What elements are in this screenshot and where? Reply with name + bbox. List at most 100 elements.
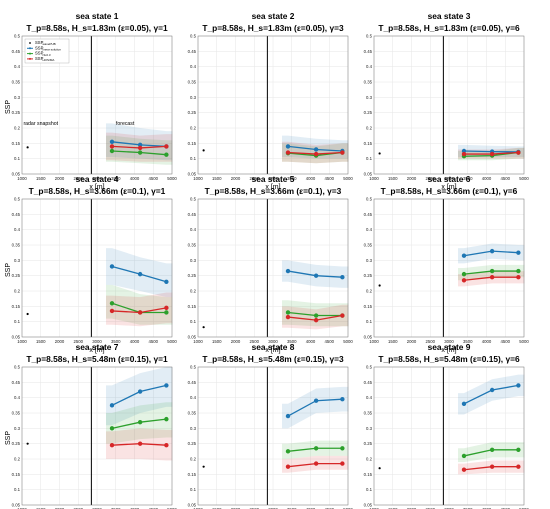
uncertainty-band: [458, 243, 525, 264]
data-point: [285, 144, 291, 149]
uncertainty-band: [282, 300, 349, 327]
y-tick-label: 0.3: [366, 426, 373, 431]
legend-marker: [29, 47, 31, 50]
uncertainty-band: [106, 292, 173, 327]
x-tick-label: 4000: [306, 507, 316, 509]
x-tick-label: 2000: [231, 176, 241, 181]
y-tick-label: 0.4: [190, 64, 197, 69]
data-point: [137, 271, 143, 277]
y-tick-label: 0.4: [366, 227, 373, 232]
y-tick-label: 0.45: [188, 212, 197, 217]
x-tick-label: 3000: [92, 339, 102, 344]
chart-subtitle: T_p=8.58s, H_s=1.83m (ε=0.05), γ=3: [202, 23, 344, 33]
data-point: [285, 150, 291, 155]
y-tick-label: 0.15: [364, 304, 373, 309]
data-point: [516, 275, 521, 280]
x-tick-label: 1000: [193, 507, 203, 509]
y-tick-label: 0.25: [188, 110, 197, 115]
x-tick-label: 1000: [369, 339, 379, 344]
x-tick-label: 1500: [36, 507, 46, 509]
x-tick-label: 2500: [249, 176, 259, 181]
x-axis-label: x [m]: [265, 184, 280, 191]
data-point: [516, 150, 521, 155]
snapshot-point: [26, 312, 29, 316]
data-point: [461, 151, 467, 157]
chart-subtitle: T_p=8.58s, H_s=5.48m (ε=0.15), γ=3: [202, 354, 344, 364]
y-tick-label: 0.3: [14, 258, 21, 263]
y-tick-label: 0.2: [14, 457, 21, 462]
y-tick-label: 0.2: [190, 289, 197, 294]
x-tick-label: 1000: [17, 507, 27, 509]
data-point: [285, 449, 291, 454]
x-tick-label: 3500: [111, 507, 121, 509]
y-tick-label: 0.25: [364, 273, 373, 278]
x-tick-label: 1500: [212, 507, 222, 509]
x-tick-label: 2500: [249, 507, 259, 509]
x-tick-label: 3500: [463, 339, 473, 344]
chart-title: sea state 3: [428, 11, 471, 21]
x-tick-label: 4500: [148, 339, 158, 344]
y-tick-label: 0.2: [190, 126, 197, 131]
data-point: [313, 461, 319, 466]
y-tick-label: 0.2: [14, 126, 21, 131]
data-point: [340, 461, 345, 466]
x-tick-label: 2000: [55, 176, 65, 181]
chart-panel-1: sea state 1 T_p=8.58s, H_s=1.83m (ε=0.05)…: [5, 11, 177, 191]
legend-marker: [29, 52, 31, 55]
y-tick-label: 0.05: [364, 503, 373, 508]
x-tick-label: 4500: [324, 507, 334, 509]
snapshot-point: [202, 149, 205, 152]
data-point: [489, 248, 495, 254]
plot-frame: [21, 35, 173, 175]
x-tick-label: 3000: [444, 339, 454, 344]
y-axis-label: SSP: [5, 263, 12, 277]
x-tick-label: 5000: [343, 176, 353, 181]
y-tick-label: 0.5: [190, 197, 197, 202]
snapshot-point: [202, 326, 205, 329]
plot-frame: [373, 35, 525, 175]
data-point: [340, 150, 345, 155]
y-axis-label: SSP: [5, 431, 12, 445]
data-point: [516, 447, 521, 452]
x-tick-label: 3000: [268, 339, 278, 344]
x-tick-label: 5000: [519, 507, 529, 509]
y-tick-label: 0.05: [188, 335, 197, 340]
y-tick-label: 0.2: [190, 457, 197, 462]
y-tick-label: 0.15: [188, 141, 197, 146]
x-tick-label: 3000: [268, 176, 278, 181]
x-tick-label: 2500: [425, 507, 435, 509]
legend-label: SSP: [35, 56, 44, 61]
x-tick-label: 2000: [231, 507, 241, 509]
x-tick-label: 2000: [55, 339, 65, 344]
x-tick-label: 1500: [36, 176, 46, 181]
y-tick-label: 0.15: [364, 472, 373, 477]
chart-panel-3: sea state 3 T_p=8.58s, H_s=1.83m (ε=0.05)…: [364, 11, 530, 191]
data-point: [461, 253, 467, 258]
y-tick-label: 0.5: [14, 197, 21, 202]
x-tick-label: 2500: [425, 176, 435, 181]
y-tick-label: 0.2: [366, 126, 373, 131]
data-point: [285, 268, 291, 274]
data-point: [313, 147, 319, 152]
y-tick-label: 0.25: [188, 273, 197, 278]
x-tick-label: 1000: [193, 339, 203, 344]
data-point: [313, 313, 319, 318]
data-point: [340, 446, 345, 451]
x-tick-label: 1000: [17, 339, 27, 344]
x-axis-label: x [m]: [265, 347, 280, 354]
y-tick-label: 0.25: [12, 110, 21, 115]
y-tick-label: 0.45: [364, 380, 373, 385]
y-tick-label: 0.1: [366, 319, 373, 324]
x-tick-label: 2000: [231, 339, 241, 344]
y-tick-label: 0.1: [14, 487, 21, 492]
chart-title: sea state 1: [76, 11, 119, 21]
y-tick-label: 0.4: [14, 227, 21, 232]
data-point: [461, 271, 467, 277]
x-tick-label: 1500: [388, 507, 398, 509]
legend-sublabel: NL0.3: [43, 53, 51, 57]
data-point: [109, 301, 115, 306]
x-tick-label: 2000: [407, 339, 417, 344]
data-point: [313, 317, 319, 323]
chart-subtitle: T_p=8.58s, H_s=1.83m (ε=0.05), γ=1: [26, 23, 168, 33]
x-tick-label: 3500: [287, 339, 297, 344]
